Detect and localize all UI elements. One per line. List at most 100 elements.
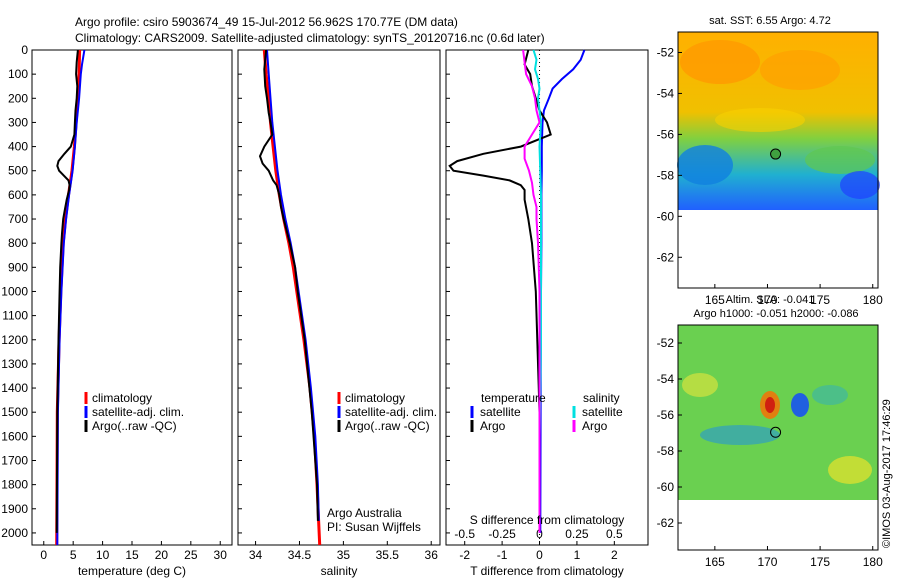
x-tick-label: 20 [155,548,169,562]
temperature-legend: climatology satellite-adj. clim. Argo(..… [84,391,184,433]
argo-australia-note: Argo Australia [327,506,402,520]
x-tick-label: 25 [184,548,198,562]
legend-heading-salinity: salinity [583,391,620,405]
x-tick-label: 10 [96,548,110,562]
legend-label-sal-argo: Argo [582,419,608,433]
s-difference-axis-label: S difference from climatology [470,513,625,527]
depth-tick-label: 300 [8,115,28,129]
salinity-x-axis: 34 34.5 35 35.5 36 [249,541,438,562]
x-tick-label: -2 [459,548,470,562]
x-tick-label: 2 [611,548,618,562]
difference-x-axis: -2 -1 0 1 2 [459,541,618,562]
depth-tick-label: 700 [8,212,28,226]
x-tick-label: 0 [536,548,543,562]
series-line-argo-raw-qc- [55,49,79,533]
argo-position-marker [770,426,782,438]
depth-tick-label: 1400 [1,381,28,395]
sst-map-frame [677,31,879,289]
depth-tick-label: 1300 [1,357,28,371]
sst-mid-patch [715,108,805,132]
map-x-tick-label: 175 [810,293,830,307]
depth-tick-label: 600 [8,188,28,202]
series-line-salinity-satellite [532,49,543,533]
x-tick-label: 1 [574,548,581,562]
map-y-tick-label: -62 [657,516,675,530]
map-y-tick-label: -54 [657,86,675,100]
sla-low-band [700,425,780,445]
series-line-satellite-adj-clim- [266,49,320,521]
temperature-x-axis: 0 5 10 15 20 25 30 [40,541,227,562]
salinity-panel-frame [237,49,441,546]
temperature-series [55,49,86,546]
depth-tick-label: 1500 [1,405,28,419]
legend-label-climatology: climatology [345,391,405,405]
x-tick-label: 0 [40,548,47,562]
series-line-temperature-argo [448,49,552,533]
map-y-tick-label: -52 [657,336,675,350]
map-y-tick-label: -54 [657,372,675,386]
x-tick-label: 34.5 [288,548,312,562]
sla-map-title: Altim. SLA: -0.041 [726,294,815,306]
difference-series [448,49,586,533]
depth-tick-label: 100 [8,67,28,81]
sla-low-patch [812,385,848,405]
map-x-tick-label: 165 [705,555,725,569]
sst-map: sat. SST: 6.55 Argo: 4.72 165 170 175 180 -5… [657,15,883,307]
difference-legend-salinity: salinity satellite Argo [572,391,623,433]
sla-high-patch [682,373,718,397]
sla-high-patch [828,456,872,484]
map-x-tick-label: 170 [757,293,777,307]
depth-tick-label: 1200 [1,333,28,347]
map-y-tick-label: -62 [657,250,675,264]
sla-high-core [765,397,775,413]
figure-title-line-2: Climatology: CARS2009. Satellite-adjuste… [75,31,545,45]
depth-tick-label: 400 [8,140,28,154]
map-x-tick-label: 180 [863,293,883,307]
map-y-tick-label: -56 [657,127,675,141]
salinity-legend: climatology satellite-adj. clim. Argo(..… [337,391,437,433]
legend-label-satellite: satellite-adj. clim. [345,405,437,419]
sst-cold-patch [677,145,733,185]
legend-label-temp-argo: Argo [480,419,506,433]
map-x-tick-label: 165 [705,293,725,307]
depth-axis: 0 100 200 300 400 500 600 700 800 900 1000 1100 1200… [1,43,450,540]
sst-map-title: sat. SST: 6.55 Argo: 4.72 [709,15,831,27]
sla-map-subtitle: Argo h1000: -0.051 h2000: -0.086 [693,308,858,320]
depth-tick-label: 800 [8,236,28,250]
depth-tick-label: 1800 [1,478,28,492]
sst-warm-patch [680,40,760,84]
top-tick-label: 0.25 [565,527,589,541]
difference-panel-frame [445,49,649,546]
x-tick-label: 35 [337,548,351,562]
legend-label-argo: Argo(..raw -QC) [345,419,430,433]
sst-cold-patch [840,171,880,199]
figure-title-line-1: Argo profile: csiro 5903674_49 15-Jul-20… [75,15,458,29]
legend-heading-temperature: temperature [481,391,546,405]
salinity-series [258,49,322,546]
sla-map: Altim. SLA: -0.041 Argo h1000: -0.051 h2… [657,294,883,569]
depth-tick-label: 1900 [1,502,28,516]
x-tick-label: 34 [249,548,263,562]
salinity-axis-label: salinity [321,564,358,578]
series-line-salinity-argo [522,49,541,533]
depth-tick-label: 1100 [2,309,28,323]
legend-label-sal-satellite: satellite [582,405,623,419]
map-y-tick-label: -58 [657,168,675,182]
map-y-tick-label: -52 [657,45,675,59]
map-y-tick-label: -60 [657,480,675,494]
imos-credit: ©IMOS 03-Aug-2017 17:46:29 [881,399,893,548]
depth-tick-label: 2000 [1,526,28,540]
depth-tick-label: 1000 [1,284,28,298]
depth-tick-label: 900 [8,260,28,274]
x-tick-label: -1 [497,548,508,562]
series-line-satellite-adj-clim- [56,49,86,546]
top-tick-label: -0.5 [454,527,475,541]
legend-label-temp-satellite: satellite [480,405,521,419]
depth-tick-label: 500 [8,164,28,178]
difference-legend-temperature: temperature satellite Argo [470,391,546,433]
sst-warm-patch [760,50,840,90]
map-x-tick-label: 175 [810,555,830,569]
depth-tick-label: 0 [21,43,28,57]
pi-note: PI: Susan Wijffels [327,520,421,534]
top-tick-label: -0.25 [488,527,516,541]
